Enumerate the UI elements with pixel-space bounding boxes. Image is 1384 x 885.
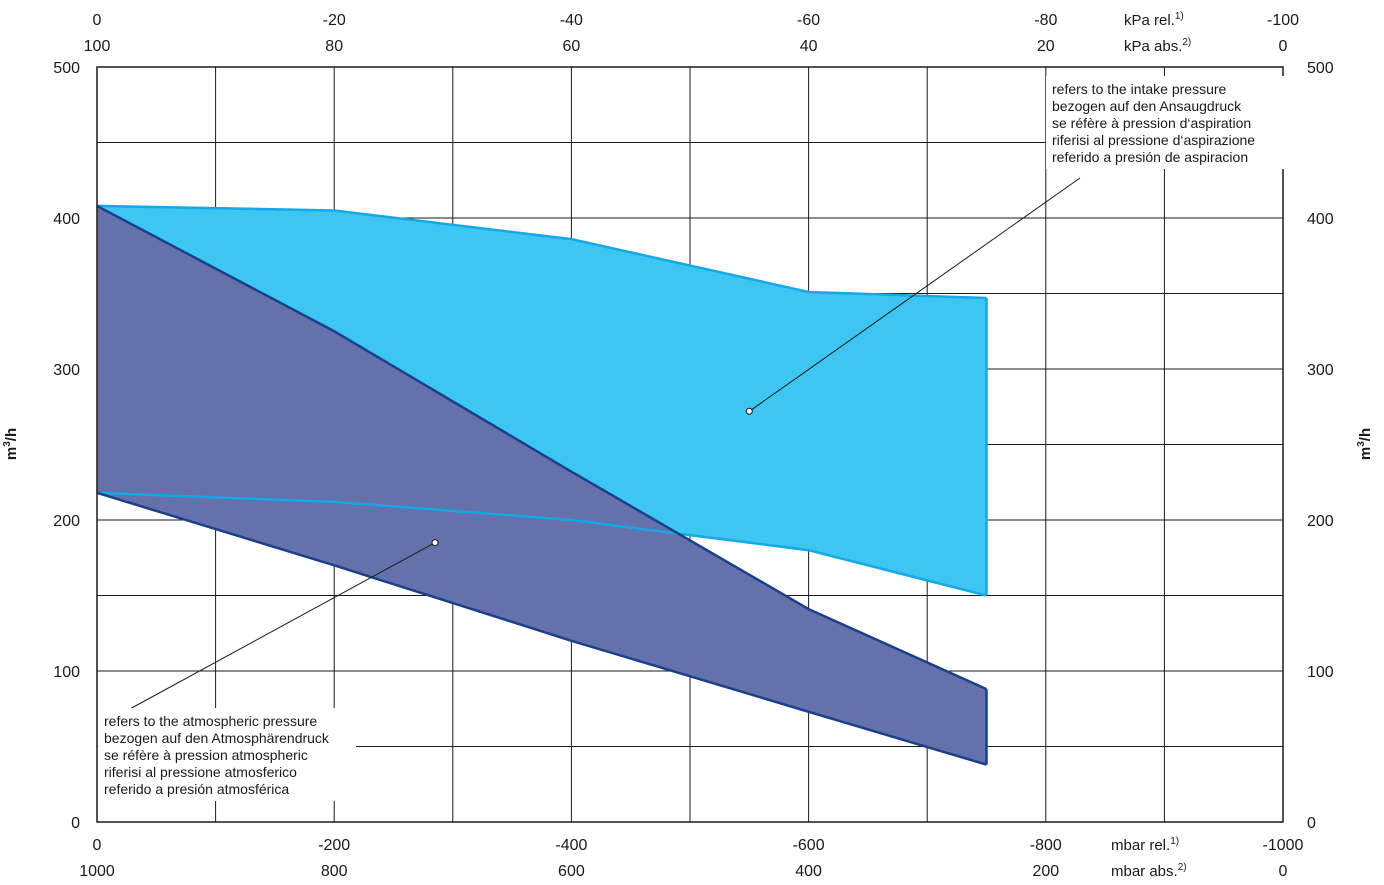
x-tick-bottom-rel: -600 <box>793 837 825 854</box>
y-axis-titles: m3/hm3/h <box>2 428 1374 460</box>
y-axis-title-right-sup: 3 <box>1356 441 1367 447</box>
annotation-box-1 <box>98 708 356 801</box>
annotation-line: bezogen auf den Atmosphärendruck <box>104 730 330 746</box>
x-tick-bottom-abs: 1000 <box>79 863 115 880</box>
chart-edges <box>96 204 988 766</box>
unit-top-rel: kPa rel.1) <box>1124 11 1184 29</box>
y-tick-left: 500 <box>53 60 80 77</box>
annotation-line: refers to the intake pressure <box>1052 81 1227 97</box>
x-tick-top-abs: 0 <box>1279 38 1288 55</box>
y-axis-title-right-end: /h <box>1357 428 1374 441</box>
plot-frame <box>96 66 1284 823</box>
area-band-1 <box>97 205 987 765</box>
x-tick-top-rel: -40 <box>560 12 583 29</box>
annotation-point-1 <box>431 539 439 547</box>
annotation-line: riferisi al pressione d‘aspirazione <box>1052 132 1255 148</box>
x-tick-top-abs: 100 <box>84 38 111 55</box>
y-axis-title-left-sup: 3 <box>2 441 13 447</box>
y-tick-left: 300 <box>53 362 80 379</box>
annotation-leaders <box>127 177 1081 711</box>
annotation-line: referido a presión de aspiracion <box>1052 149 1248 165</box>
y-axis-title-right: m3/h <box>1356 428 1374 460</box>
y-tick-right: 400 <box>1307 211 1334 228</box>
unit-bottom-rel-text: mbar rel. <box>1111 837 1170 854</box>
unit-top-rel-text: kPa rel. <box>1124 12 1175 29</box>
x-tick-top-abs: 40 <box>800 38 818 55</box>
x-tick-top-rel: -100 <box>1267 12 1299 29</box>
annotation-leader-0 <box>749 177 1081 412</box>
y-tick-left: 200 <box>53 513 80 530</box>
annotation-line: se réfère à pression atmospheric <box>104 747 308 763</box>
annotation-line: refers to the atmospheric pressure <box>104 713 317 729</box>
x-tick-bottom-abs: 200 <box>1032 863 1059 880</box>
x-tick-top-rel: -60 <box>797 12 820 29</box>
unit-top-rel-sup: 1) <box>1175 11 1184 22</box>
y-tick-right: 500 <box>1307 60 1334 77</box>
x-tick-bottom-rel: 0 <box>93 837 102 854</box>
x-tick-bottom-rel: -1000 <box>1263 837 1304 854</box>
chart-areas <box>97 205 987 765</box>
y-axis-title-left: m3/h <box>2 428 20 460</box>
annotation-line: referido a presión atmosférica <box>104 781 289 797</box>
unit-top-abs-sup: 2) <box>1182 37 1191 48</box>
annotation-line: bezogen auf den Ansaugdruck <box>1052 98 1242 114</box>
annotation-line: riferisi al pressione atmosferico <box>104 764 297 780</box>
annotation-line: se réfère à pression d‘aspiration <box>1052 115 1251 131</box>
unit-bottom-rel-sup: 1) <box>1170 836 1179 847</box>
annotation-leader-1 <box>127 542 436 711</box>
y-axis-title-left-end: /h <box>3 428 20 441</box>
x-tick-bottom-abs: 600 <box>558 863 585 880</box>
annotation-point-0 <box>745 407 753 415</box>
y-tick-right: 200 <box>1307 513 1334 530</box>
tick-labels: 010000100-200800-2080-400600-4060-600400… <box>53 12 1334 880</box>
unit-top-abs-text: kPa abs. <box>1124 38 1182 55</box>
lower-edge-0 <box>96 491 987 597</box>
unit-bottom-abs-text: mbar abs. <box>1111 863 1178 880</box>
x-tick-top-abs: 20 <box>1037 38 1055 55</box>
unit-bottom-rel: mbar rel.1) <box>1111 836 1179 854</box>
annotation-box-0 <box>1046 76 1286 169</box>
upper-edge-0 <box>96 204 987 300</box>
lower-edge-1 <box>96 491 987 766</box>
x-tick-bottom-abs: 0 <box>1279 863 1288 880</box>
y-tick-right: 300 <box>1307 362 1334 379</box>
unit-labels: kPa rel.1)kPa abs.2)mbar rel.1)mbar abs.… <box>1111 11 1191 880</box>
unit-bottom-abs-sup: 2) <box>1178 862 1187 873</box>
x-tick-bottom-abs: 800 <box>321 863 348 880</box>
y-tick-left: 100 <box>53 664 80 681</box>
y-tick-right: 100 <box>1307 664 1334 681</box>
x-tick-top-rel: -20 <box>323 12 346 29</box>
upper-edge-1 <box>96 204 988 691</box>
y-axis-title-left-main: m <box>3 447 20 460</box>
x-tick-top-abs: 80 <box>325 38 343 55</box>
y-tick-right: 0 <box>1307 815 1316 832</box>
x-tick-bottom-rel: -800 <box>1030 837 1062 854</box>
x-tick-bottom-rel: -400 <box>555 837 587 854</box>
y-tick-left: 400 <box>53 211 80 228</box>
x-tick-top-rel: 0 <box>93 12 102 29</box>
unit-bottom-abs: mbar abs.2) <box>1111 862 1187 880</box>
unit-top-abs: kPa abs.2) <box>1124 37 1191 55</box>
x-tick-top-rel: -80 <box>1034 12 1057 29</box>
y-tick-left: 0 <box>71 815 80 832</box>
x-tick-top-abs: 60 <box>563 38 581 55</box>
x-tick-bottom-abs: 400 <box>795 863 822 880</box>
x-tick-bottom-rel: -200 <box>318 837 350 854</box>
y-axis-title-right-main: m <box>1357 447 1374 460</box>
